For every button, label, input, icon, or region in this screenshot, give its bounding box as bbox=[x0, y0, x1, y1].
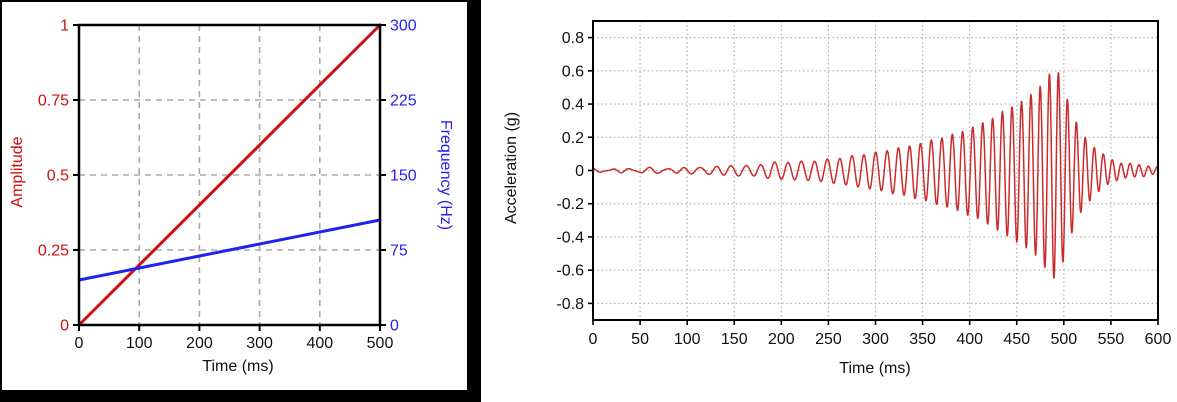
acceleration-chart-panel: 0 50 100 150 200 250 300 350 400 450 500 550 600 0.8 0… bbox=[490, 0, 1177, 402]
x-tick-label: 500 bbox=[367, 335, 394, 352]
x-tick-label: 350 bbox=[909, 331, 936, 348]
sweep-chart-time-axis-title: Time (ms) bbox=[202, 358, 274, 375]
acceleration-chart-time-axis-title: Time (ms) bbox=[839, 360, 911, 377]
y-tick-label: 0.6 bbox=[562, 63, 584, 80]
acceleration-axis-title: Acceleration (g) bbox=[503, 111, 520, 225]
y-tick-label: 0.4 bbox=[562, 97, 584, 114]
y-tick-label: -0.4 bbox=[556, 229, 584, 246]
right-y-tick-label: 300 bbox=[390, 18, 417, 35]
left-y-tick-label: 0 bbox=[60, 318, 69, 335]
left-y-tick-label: 0.75 bbox=[38, 93, 69, 110]
x-tick-label: 550 bbox=[1098, 331, 1125, 348]
x-tick-label: 100 bbox=[674, 331, 701, 348]
amplitude-axis-title: Amplitude bbox=[9, 136, 26, 208]
x-tick-label: 50 bbox=[631, 331, 649, 348]
x-tick-label: 300 bbox=[246, 335, 273, 352]
sweep-chart: 0 100 200 300 400 50000.250.50.75107515022530… bbox=[38, 18, 417, 353]
left-y-tick-label: 1 bbox=[60, 18, 69, 35]
y-tick-label: 0.8 bbox=[562, 30, 584, 47]
y-tick-label: -0.6 bbox=[556, 263, 584, 280]
y-tick-label: 0 bbox=[575, 163, 584, 180]
left-y-tick-label: 0.5 bbox=[47, 168, 69, 185]
frequency-axis-title: Frequency (Hz) bbox=[437, 119, 454, 231]
x-tick-label: 300 bbox=[862, 331, 889, 348]
x-tick-label: 0 bbox=[75, 335, 84, 352]
x-tick-label: 150 bbox=[721, 331, 748, 348]
x-tick-label: 250 bbox=[815, 331, 842, 348]
acceleration-waveform bbox=[592, 72, 1159, 279]
right-y-tick-label: 75 bbox=[390, 243, 408, 260]
x-tick-label: 600 bbox=[1145, 331, 1172, 348]
x-tick-label: 400 bbox=[306, 335, 333, 352]
x-tick-label: 400 bbox=[956, 331, 983, 348]
x-tick-label: 500 bbox=[1050, 331, 1077, 348]
x-tick-label: 100 bbox=[126, 335, 153, 352]
sweep-chart-panel: 0 100 200 300 400 500 0 0.25 0.5 0.75 1 0 75 150 225 30… bbox=[0, 0, 481, 402]
frequency-line bbox=[77, 218, 382, 282]
right-y-tick-label: 0 bbox=[390, 318, 399, 335]
x-tick-label: 450 bbox=[1003, 331, 1030, 348]
left-y-tick-label: 0.25 bbox=[38, 243, 69, 260]
right-y-tick-label: 225 bbox=[390, 93, 417, 110]
y-tick-label: -0.8 bbox=[556, 296, 584, 313]
acceleration-chart: 0 50 100 150 200 250 300 350 400 450 500 550 600 0.8 0… bbox=[556, 20, 1172, 348]
x-tick-label: 200 bbox=[186, 335, 213, 352]
x-tick-label: 0 bbox=[589, 331, 598, 348]
y-tick-label: 0.2 bbox=[562, 130, 584, 147]
x-tick-label: 200 bbox=[768, 331, 795, 348]
right-y-tick-label: 150 bbox=[390, 168, 417, 185]
y-tick-label: -0.2 bbox=[556, 196, 584, 213]
amplitude-line bbox=[77, 23, 382, 327]
